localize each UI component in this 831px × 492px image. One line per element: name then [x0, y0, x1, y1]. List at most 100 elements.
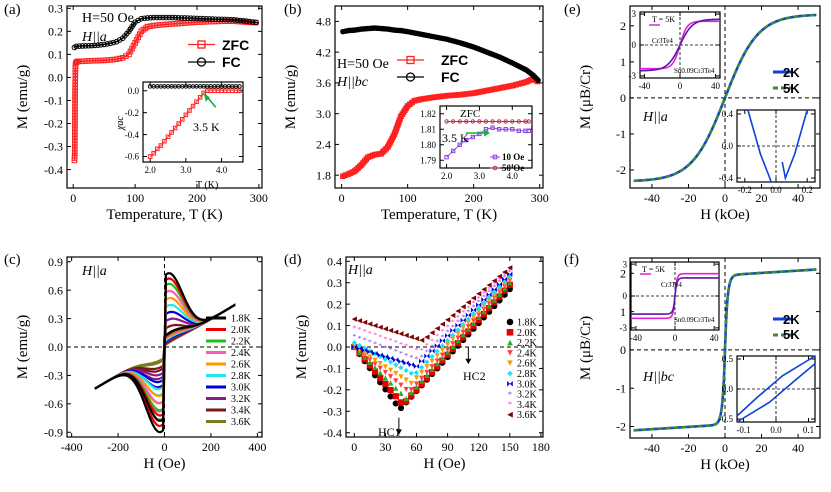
a-inset-ytick-label: 0.0: [128, 86, 140, 96]
a-ytick-label: -0.4: [44, 163, 63, 177]
panel-label-b: (b): [284, 2, 302, 18]
a-point-FC: [150, 14, 157, 21]
d-point-3.4K: *: [373, 331, 377, 340]
a-point-ZFC: [72, 134, 78, 141]
a-point-FC: [200, 15, 206, 22]
a-point-ZFC: [72, 77, 79, 83]
b-data: [340, 25, 541, 180]
e-inset-bot-axes: -0.2 0.0 0.2 -0.4 0.0 0.4: [719, 109, 816, 195]
d-point-3.2K: *: [508, 268, 512, 277]
f-inset-bot-data: [736, 355, 816, 423]
d-point-3.0K: [470, 307, 477, 313]
d-point-3.2K: *: [394, 347, 398, 356]
c-legend-label-2.2K: 2.2K: [231, 337, 252, 348]
d-point-3.6K: [465, 299, 471, 306]
d-point-3.4K: *: [456, 313, 460, 322]
d-legend: 1.8K2.0K2.2K2.4K2.6K2.8K3.0K * 3.2K * 3.4K3.…: [506, 318, 538, 421]
d-point-3.2K: *: [409, 353, 413, 362]
d-point-3.2K: *: [482, 293, 486, 302]
c-ytick-label: 0.3: [48, 312, 63, 326]
d-legend-marker-2.4K: [507, 350, 513, 356]
d-xtick-label: 30: [379, 440, 391, 454]
d-point-3.2K: *: [358, 334, 362, 343]
a-point-FC: [194, 15, 200, 22]
d-xtick-label: 0: [351, 440, 357, 454]
b-frame: [334, 5, 544, 189]
f-inset-bot-xtick-label: -0.1: [736, 425, 750, 435]
a-point-FC: [206, 16, 213, 22]
a-inset-point: [179, 116, 185, 122]
d-point-1.8K: [392, 400, 399, 407]
d-point-2.4K: [491, 295, 497, 301]
b-xtick-label: 0: [339, 191, 345, 205]
d-point-3.4K: *: [466, 303, 470, 312]
a-point-FC: [147, 14, 154, 21]
a-point-FC: [138, 15, 145, 22]
d-point-2.8K: [387, 359, 394, 365]
d-point-3.4K: *: [358, 325, 362, 334]
b-axes: 0 100 200 300 1.8 2.4 3.0 3.6 4.2 4.8 Temperature,…: [283, 5, 549, 223]
a-inset-point: [151, 150, 157, 156]
b-inset-point: [503, 127, 508, 132]
b-inset-point: [490, 125, 495, 130]
b-inset-point: [496, 119, 502, 124]
e-inset-top-ytick-label: 3: [632, 9, 637, 19]
a-point-FC: [144, 15, 151, 21]
a-point-ZFC: [72, 116, 78, 122]
a-point-ZFC: [72, 82, 78, 89]
d-point-3.6K: [486, 282, 492, 288]
d-point-3.0K: [455, 322, 461, 328]
d-point-2.2K: [424, 372, 430, 378]
a-direction-label: H||a: [81, 30, 107, 45]
d-point-3.4K: *: [430, 336, 434, 345]
d-point-2.8K: [434, 348, 440, 354]
d-point-3.0K: [476, 302, 482, 308]
d-hc2-label: HC2: [463, 369, 486, 383]
e-direction-label: H||a: [642, 110, 668, 125]
d-point-2.4K: [439, 352, 446, 358]
panel-label-f: (f): [564, 252, 579, 268]
d-point-2.6K: [439, 347, 446, 353]
d-point-2.8K: [450, 332, 456, 338]
e-ytick-label: 1: [620, 55, 626, 69]
e-inset-bot-ytick-label: 0.0: [722, 141, 734, 151]
c-legend-label-2.8K: 2.8K: [231, 371, 252, 382]
d-point-2.8K: [393, 362, 399, 368]
d-point-2.6K: [491, 292, 497, 298]
d-point-2.4K: [465, 323, 471, 330]
d-point-2.4K: [450, 341, 456, 347]
d-legend-label-1.8K: 1.8K: [517, 318, 538, 329]
d-point-3.0K: [419, 358, 425, 364]
b-inset-ytick-label: 1.79: [420, 155, 436, 165]
c-ytick-label: 0.6: [48, 283, 63, 297]
b-inset-axes: 2.0 3.0 4.0 1.79 1.80 1.81 1.82: [420, 105, 533, 181]
f-inset-branch-down: [736, 363, 816, 423]
c-legend-label-2.6K: 2.6K: [231, 360, 252, 371]
d-point-2.6K: [486, 297, 492, 304]
d-data: * * * * * * * * * * * * * ******************* * * * * * * * *…: [346, 265, 543, 412]
d-point-3.4K: *: [492, 280, 496, 289]
d-point-2.6K: [393, 370, 399, 377]
c-legend-label-2.4K: 2.4K: [231, 348, 252, 359]
a-point-ZFC: [71, 149, 78, 156]
a-ytick-label: -0.1: [44, 94, 63, 108]
a-point-ZFC: [160, 21, 166, 28]
a-point-FC: [253, 19, 259, 26]
a-point-ZFC: [72, 97, 78, 104]
a-xtick-label: 200: [188, 191, 206, 205]
a-point-FC: [215, 16, 222, 23]
d-point-3.6K: [502, 269, 508, 275]
d-point-2.8K: [465, 316, 471, 322]
c-ytick-label: -0.6: [44, 397, 63, 411]
f-inset-bot-axes: -0.1 0.0 0.1 -0.5 0.0 0.5: [719, 354, 816, 435]
d-point-2.8K: [419, 364, 425, 370]
f-inset-cr3te4: Cr3Te4: [661, 281, 682, 289]
a-point-ZFC: [191, 19, 197, 26]
d-point-2.2K: [445, 349, 451, 355]
d-point-2.8K: [356, 342, 363, 349]
d-point-3.2K: *: [399, 349, 403, 358]
a-point-ZFC: [72, 113, 78, 119]
a-point-ZFC: [71, 143, 78, 150]
d-ylabel: M (emu/g): [294, 315, 310, 380]
